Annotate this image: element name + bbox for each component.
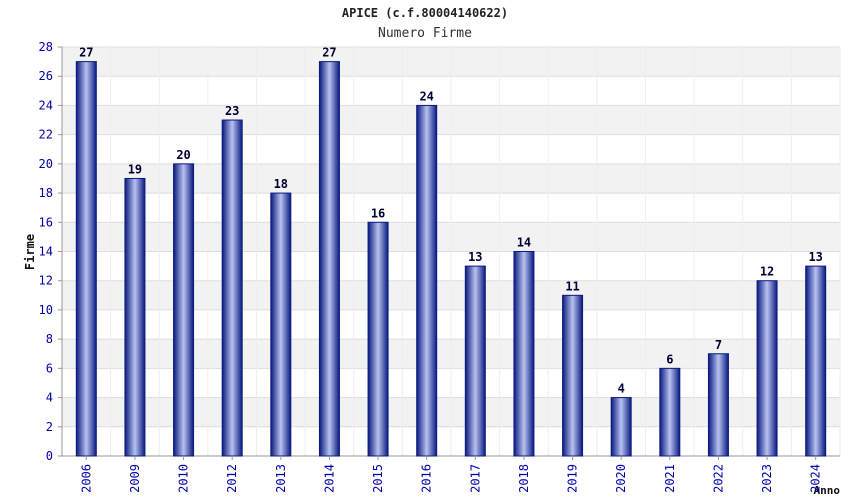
y-tick-label: 8 [46,332,53,346]
bar [124,177,146,457]
x-tick-label: 2014 [322,464,336,493]
y-tick-label: 18 [39,186,53,200]
chart-title: APICE (c.f.80004140622) [341,6,509,20]
y-tick-label: 10 [39,303,53,317]
y-tick-label: 4 [46,391,53,405]
data-label: 27 [79,46,93,60]
y-axis-label: Firme [23,234,37,270]
bar [464,265,486,457]
x-tick-label: 2020 [614,464,628,493]
bar [513,251,535,457]
y-tick-label: 20 [39,157,53,171]
x-tick-label: 2018 [517,464,531,493]
bar [756,280,778,457]
y-tick-label: 6 [46,361,53,375]
y-tick-label: 0 [46,449,53,463]
x-tick-label: 2016 [420,464,434,493]
x-tick-label: 2012 [225,464,239,493]
x-tick-label: 2019 [566,464,580,493]
data-label: 4 [618,382,625,396]
x-tick-label: 2006 [79,464,93,493]
x-tick-label: 2022 [711,464,725,493]
data-label: 11 [565,279,579,293]
bar [367,221,389,457]
chart-subtitle: Numero Firme [378,26,472,41]
bar [270,192,292,457]
bar [173,163,195,457]
data-label: 20 [176,148,190,162]
bar [562,294,584,457]
data-label: 27 [322,46,336,60]
data-label: 14 [517,236,531,250]
bar [805,265,827,457]
y-tick-label: 2 [46,420,53,434]
bar [416,104,438,457]
y-tick-label: 28 [39,40,53,54]
data-label: 7 [715,338,722,352]
x-tick-label: 2010 [177,464,191,493]
x-tick-label: 2021 [663,464,677,493]
bar [707,353,729,457]
bar [221,119,243,457]
bar [318,61,340,457]
y-tick-label: 26 [39,69,53,83]
y-tick-label: 16 [39,215,53,229]
data-label: 23 [225,104,239,118]
y-tick-label: 22 [39,128,53,142]
bar [75,61,97,457]
y-tick-label: 12 [39,274,53,288]
data-label: 24 [419,89,433,103]
y-tick-label: 14 [39,245,53,259]
data-label: 12 [760,265,774,279]
data-label: 19 [128,162,142,176]
data-label: 18 [274,177,288,191]
x-tick-label: 2023 [760,464,774,493]
y-tick-label: 24 [39,98,53,112]
data-label: 6 [666,352,673,366]
data-label: 16 [371,206,385,220]
x-tick-label: 2024 [809,464,823,493]
x-tick-label: 2009 [128,464,142,493]
x-tick-label: 2017 [468,464,482,493]
data-label: 13 [468,250,482,264]
x-axis-label: Anno [814,484,841,497]
bar [659,367,681,457]
bar [610,397,632,457]
x-tick-label: 2013 [274,464,288,493]
data-label: 13 [808,250,822,264]
x-tick-label: 2015 [371,464,385,493]
